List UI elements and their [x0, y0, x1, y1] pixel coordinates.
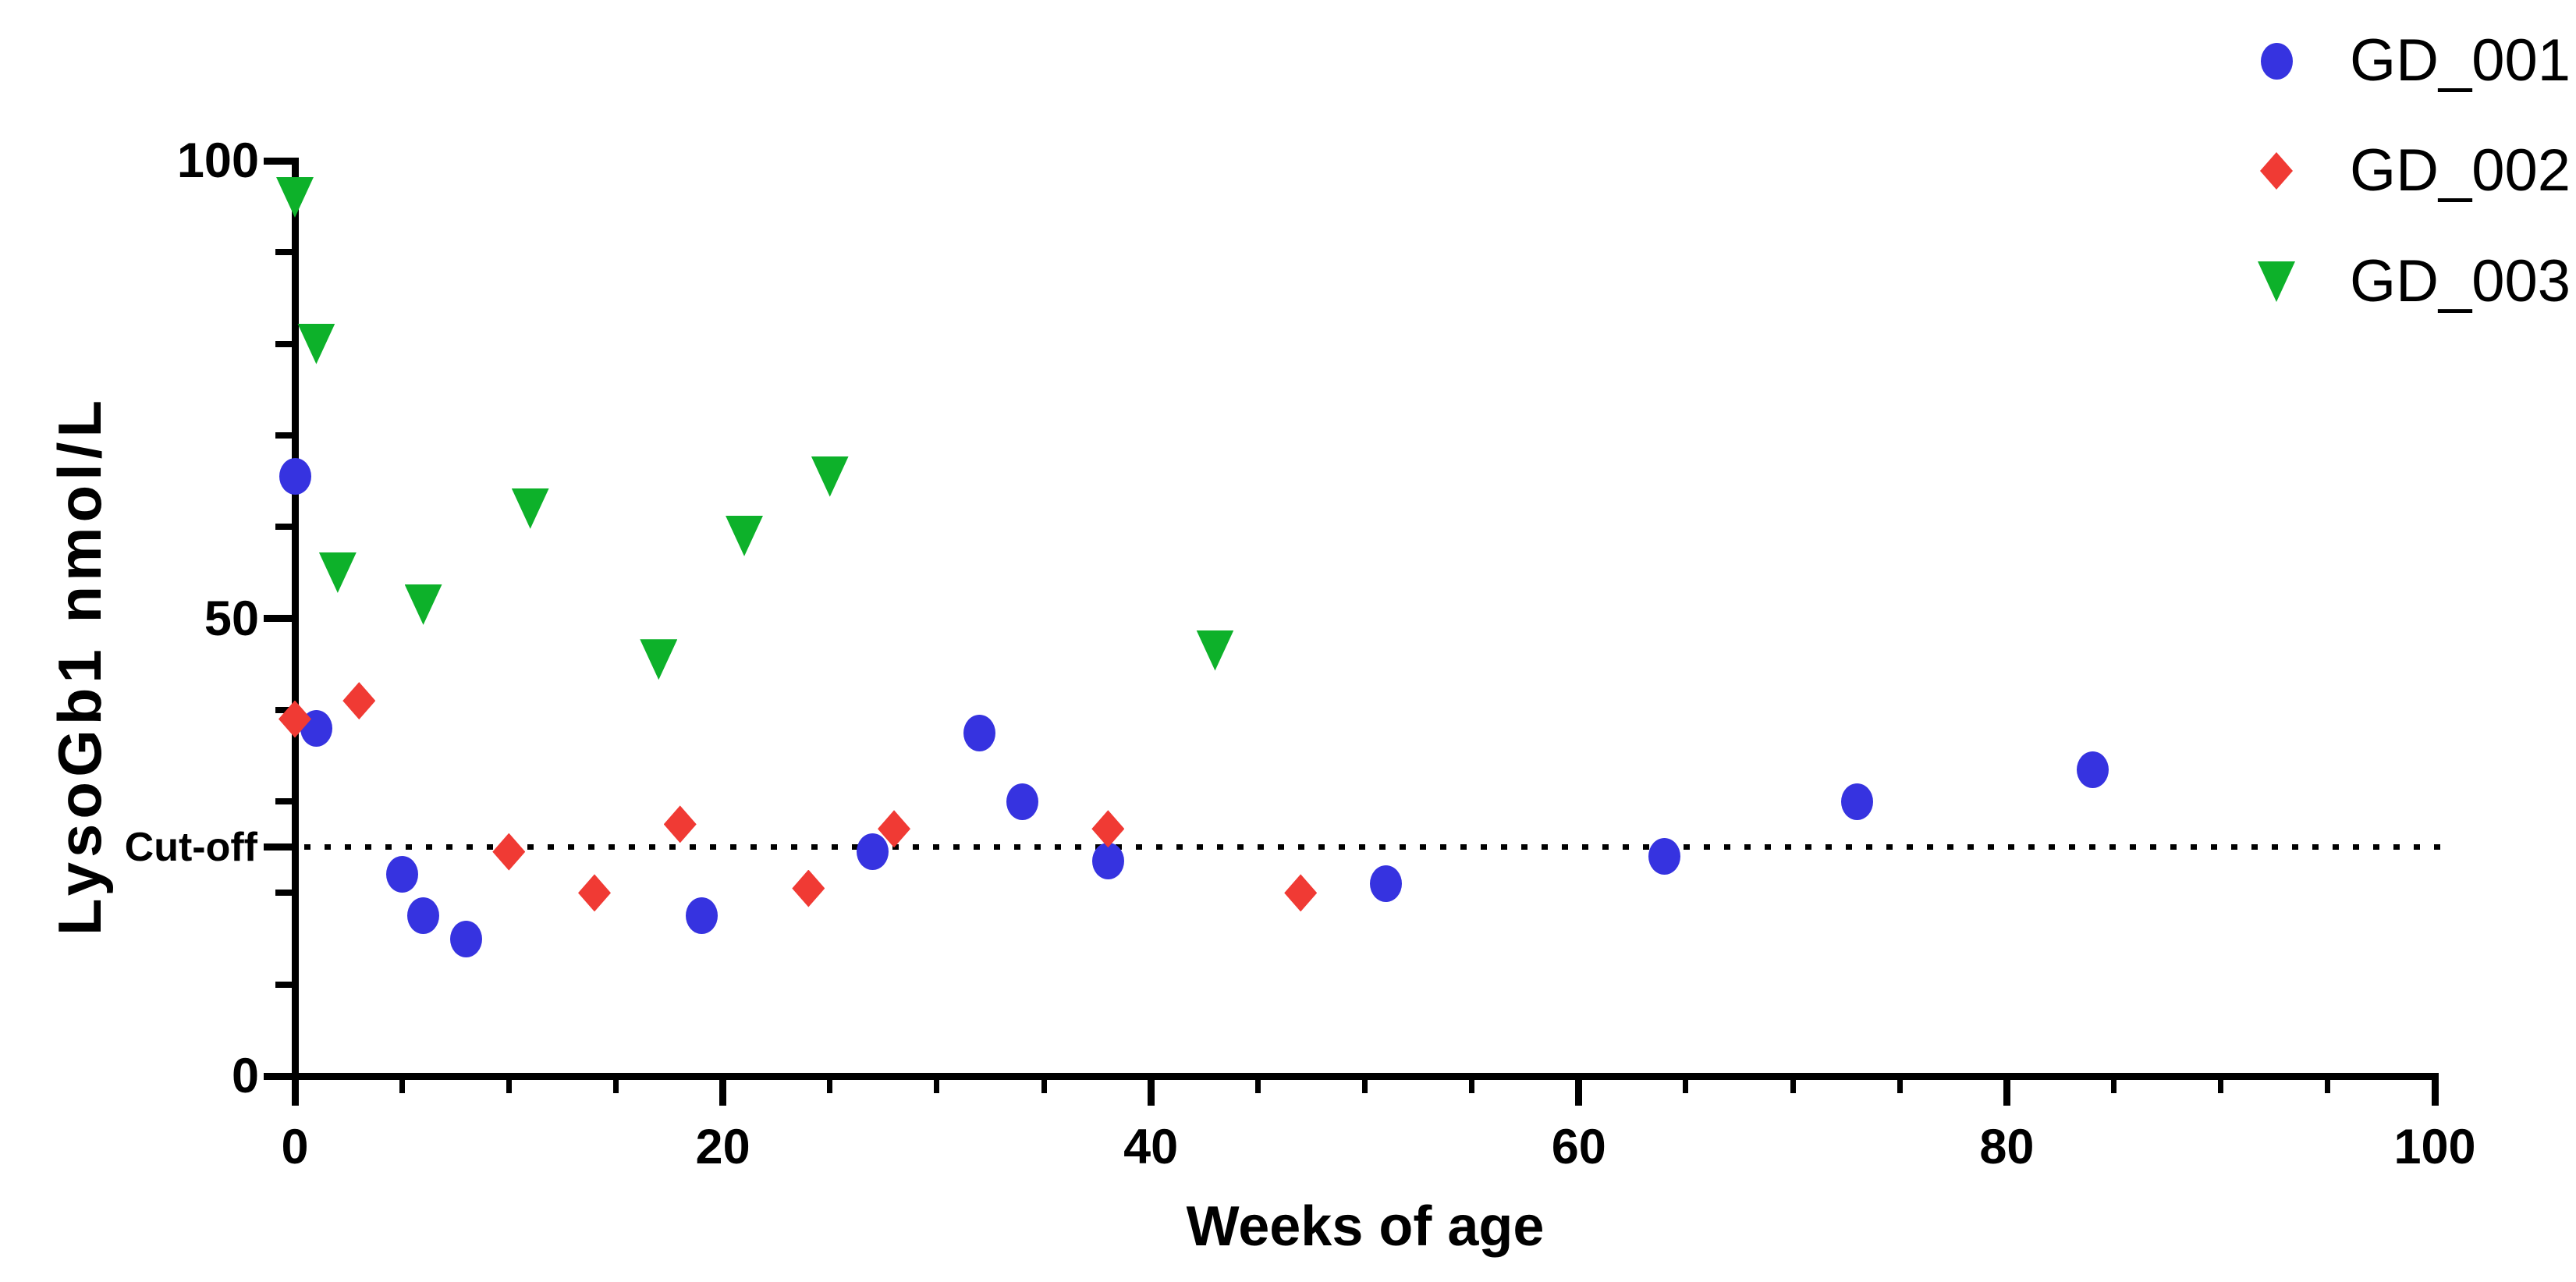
data-point-gd_001: [857, 833, 889, 871]
y-tick-label: 0: [231, 1049, 259, 1103]
x-minor-tick: [2111, 1076, 2117, 1093]
y-axis-title: LysoGb1 nmol/L: [45, 395, 114, 936]
data-point-gd_003: [276, 176, 314, 218]
y-minor-tick: [275, 890, 295, 897]
data-point-gd_002: [792, 869, 825, 907]
data-point-gd_002: [1091, 810, 1125, 848]
data-point-gd_001: [407, 897, 440, 935]
data-point-gd_003: [297, 323, 335, 364]
y-axis-line: [292, 158, 299, 1080]
x-minor-tick: [827, 1076, 833, 1093]
x-tick-label: 20: [695, 1120, 750, 1174]
x-minor-tick: [1469, 1076, 1475, 1093]
y-minor-tick: [275, 981, 295, 988]
data-point-gd_003: [1196, 630, 1234, 671]
data-point-gd_001: [385, 856, 418, 893]
x-minor-tick: [612, 1076, 619, 1093]
data-point-gd_001: [1840, 783, 1873, 820]
data-point-gd_001: [685, 897, 718, 935]
data-point-gd_001: [1091, 842, 1124, 879]
legend-swatch-gd_001: [2260, 42, 2293, 80]
x-minor-tick: [506, 1076, 512, 1093]
y-minor-tick: [275, 249, 295, 256]
cutoff-tick: [264, 843, 295, 851]
x-minor-tick: [1897, 1076, 1903, 1093]
x-minor-tick: [934, 1076, 940, 1093]
x-minor-tick: [1041, 1076, 1047, 1093]
y-major-tick: [264, 1072, 295, 1080]
cutoff-line: [304, 844, 2448, 851]
data-point-gd_003: [404, 584, 442, 625]
data-point-gd_003: [726, 515, 764, 556]
x-minor-tick: [1790, 1076, 1796, 1093]
data-point-gd_001: [449, 920, 482, 957]
data-point-gd_001: [963, 714, 996, 751]
legend-swatch-gd_003: [2258, 261, 2295, 302]
data-point-gd_002: [663, 805, 697, 843]
x-minor-tick: [2325, 1076, 2331, 1093]
x-minor-tick: [1683, 1076, 1689, 1093]
data-point-gd_002: [492, 833, 526, 871]
x-major-tick: [291, 1076, 299, 1106]
x-axis-title: Weeks of age: [1186, 1195, 1545, 1258]
y-major-tick: [264, 615, 295, 622]
x-major-tick: [1575, 1076, 1583, 1106]
legend-label-gd_002: GD_002: [2350, 137, 2571, 204]
x-minor-tick: [1362, 1076, 1368, 1093]
y-minor-tick: [275, 524, 295, 531]
x-major-tick: [2003, 1076, 2010, 1106]
y-minor-tick: [275, 340, 295, 347]
data-point-gd_003: [811, 456, 849, 497]
data-point-gd_002: [1284, 874, 1318, 912]
legend-label-gd_003: GD_003: [2350, 248, 2571, 314]
data-point-gd_001: [2076, 751, 2109, 788]
x-major-tick: [719, 1076, 727, 1106]
x-minor-tick: [1254, 1076, 1261, 1093]
legend-label-gd_001: GD_001: [2350, 27, 2571, 94]
x-major-tick: [1147, 1076, 1155, 1106]
data-point-gd_001: [1370, 865, 1403, 903]
y-minor-tick: [275, 706, 295, 713]
y-tick-label: 50: [204, 591, 259, 646]
data-point-gd_003: [318, 552, 357, 593]
data-point-gd_003: [511, 488, 549, 529]
legend-swatch-gd_002: [2260, 152, 2293, 190]
x-minor-tick: [2218, 1076, 2224, 1093]
x-tick-label: 0: [281, 1120, 309, 1174]
data-point-gd_001: [279, 458, 311, 495]
x-tick-label: 100: [2393, 1120, 2476, 1174]
x-tick-label: 80: [1979, 1120, 2035, 1174]
cutoff-label: Cut-off: [124, 824, 257, 870]
data-point-gd_002: [578, 874, 612, 912]
x-minor-tick: [399, 1076, 405, 1093]
data-point-gd_001: [1648, 837, 1681, 875]
y-tick-label: 100: [176, 133, 259, 188]
data-point-gd_001: [1006, 783, 1039, 820]
y-minor-tick: [275, 798, 295, 805]
x-major-tick: [2431, 1076, 2439, 1106]
x-tick-label: 40: [1123, 1120, 1179, 1174]
x-tick-label: 60: [1551, 1120, 1606, 1174]
y-major-tick: [264, 157, 295, 165]
data-point-gd_003: [640, 639, 678, 680]
data-point-gd_002: [342, 682, 376, 720]
y-minor-tick: [275, 431, 295, 439]
